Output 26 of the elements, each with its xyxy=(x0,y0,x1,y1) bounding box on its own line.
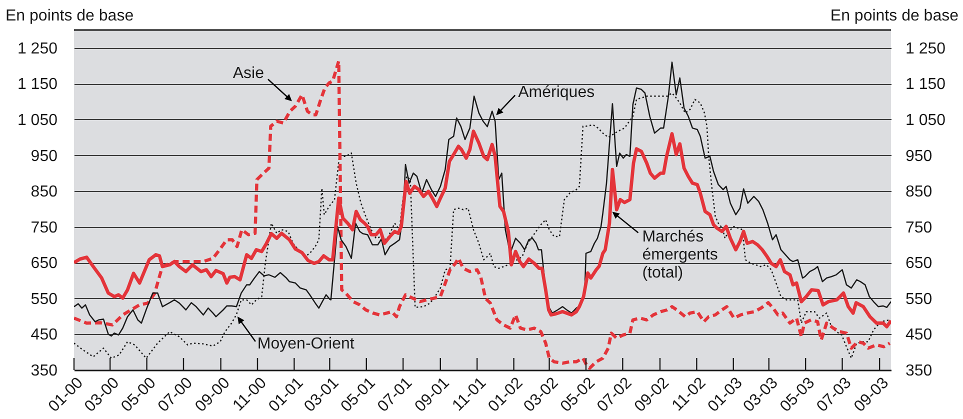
series-label: Marchés émergents (total) xyxy=(642,228,718,282)
y-tick-label: 1 150 xyxy=(17,76,58,94)
y-tick-label: 350 xyxy=(30,362,58,380)
y-tick-label: 750 xyxy=(30,219,58,236)
series-label: Amériques xyxy=(518,84,595,102)
y2-tick-label: 750 xyxy=(906,219,932,236)
y-tick-label: 450 xyxy=(30,326,58,344)
y2-tick-label: 1 250 xyxy=(906,40,946,58)
y2-tick-label: 950 xyxy=(906,148,932,165)
y-tick-label: 950 xyxy=(30,148,58,165)
y2-tick-label: 450 xyxy=(906,326,932,344)
y2-tick-label: 1 050 xyxy=(906,112,946,129)
y2-tick-label: 550 xyxy=(906,290,932,308)
series-label: Moyen-Orient xyxy=(257,336,355,353)
y2-axis-title: En points de base xyxy=(830,8,959,24)
text: Asie xyxy=(232,65,264,82)
y-tick-label: 1 050 xyxy=(17,112,58,129)
y-axis-title: En points de base xyxy=(6,8,134,24)
y2-tick-label: 650 xyxy=(906,255,932,272)
y2-tick-label: 850 xyxy=(906,184,932,201)
y-tick-label: 550 xyxy=(30,290,58,308)
y2-tick-label: 350 xyxy=(906,362,932,380)
y-tick-label: 650 xyxy=(30,255,58,272)
y2-tick-label: 1 150 xyxy=(906,76,946,94)
y-tick-label: 850 xyxy=(30,184,58,201)
y-tick-label: 1 250 xyxy=(17,40,58,58)
